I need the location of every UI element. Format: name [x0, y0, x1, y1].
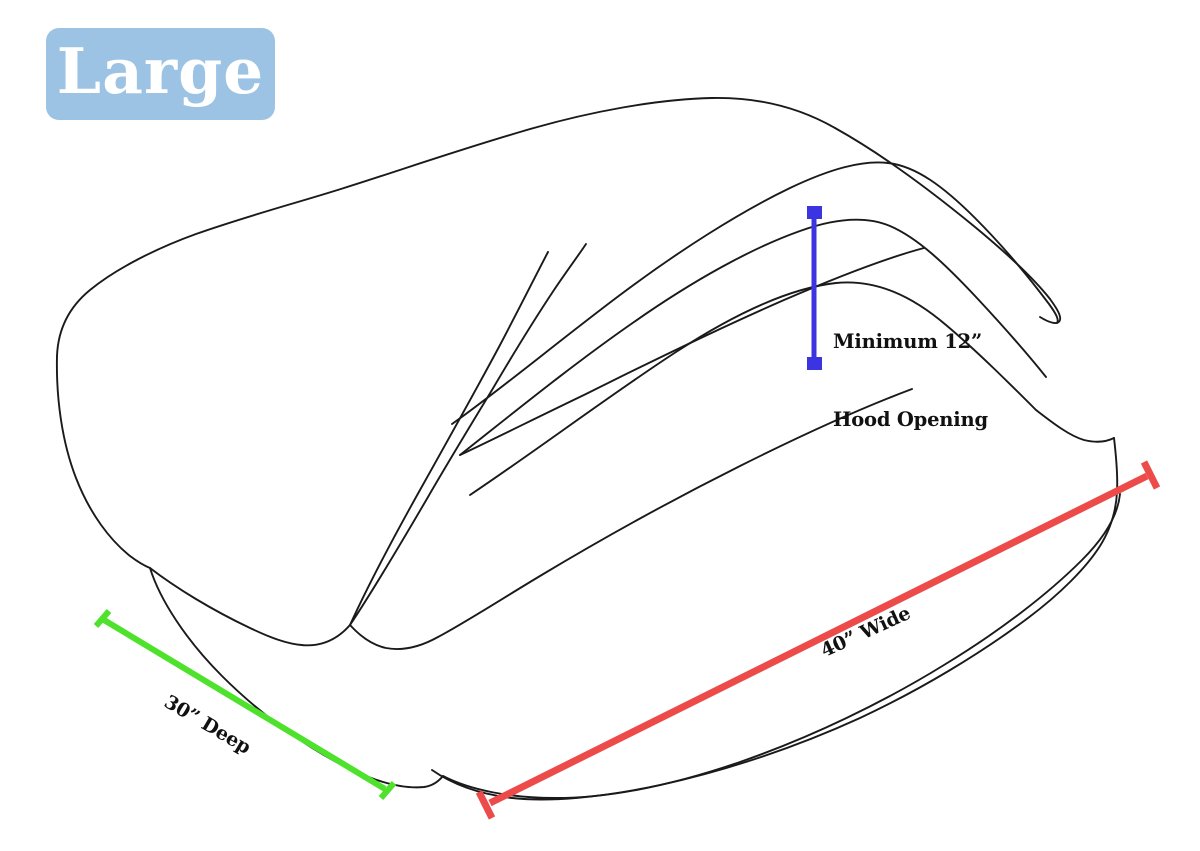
depth-line [102, 617, 387, 792]
bag-center-seam-right [349, 243, 587, 626]
bag-front-base-edge-lower [149, 567, 444, 789]
hood-opening-cap-top [807, 206, 822, 219]
width-line [488, 472, 1149, 807]
depth-cap-start [93, 609, 112, 628]
measurement-width [475, 460, 1161, 820]
bag-top-outer-contour [56, 97, 1051, 357]
measurement-depth [93, 609, 397, 800]
bag-center-seam-left [349, 251, 549, 626]
size-badge: Large [46, 28, 275, 120]
size-badge-label: Large [56, 33, 265, 108]
bag-lid-arc-outer [451, 161, 1059, 425]
bag-left-nose-edge [55, 355, 151, 569]
bag-bottom-piping [442, 493, 1121, 799]
hood-opening-label: Minimum 12” Hood Opening [833, 277, 988, 484]
bag-upper-shoulder-line [459, 247, 925, 456]
bag-front-base-edge-upper [149, 567, 351, 647]
width-cap-start [475, 790, 496, 820]
hood-opening-cap-bottom [807, 357, 822, 370]
bag-right-corner-roll [1035, 409, 1115, 443]
bag-front-shoulder-curve [349, 388, 913, 650]
width-cap-end [1140, 460, 1161, 490]
bag-right-rear-edge [1039, 298, 1062, 324]
measurement-hood-opening [807, 206, 822, 370]
hood-opening-label-line-1: Minimum 12” [833, 329, 982, 353]
hood-opening-label-line-2: Hood Opening [833, 407, 988, 431]
depth-cap-end [378, 781, 397, 800]
